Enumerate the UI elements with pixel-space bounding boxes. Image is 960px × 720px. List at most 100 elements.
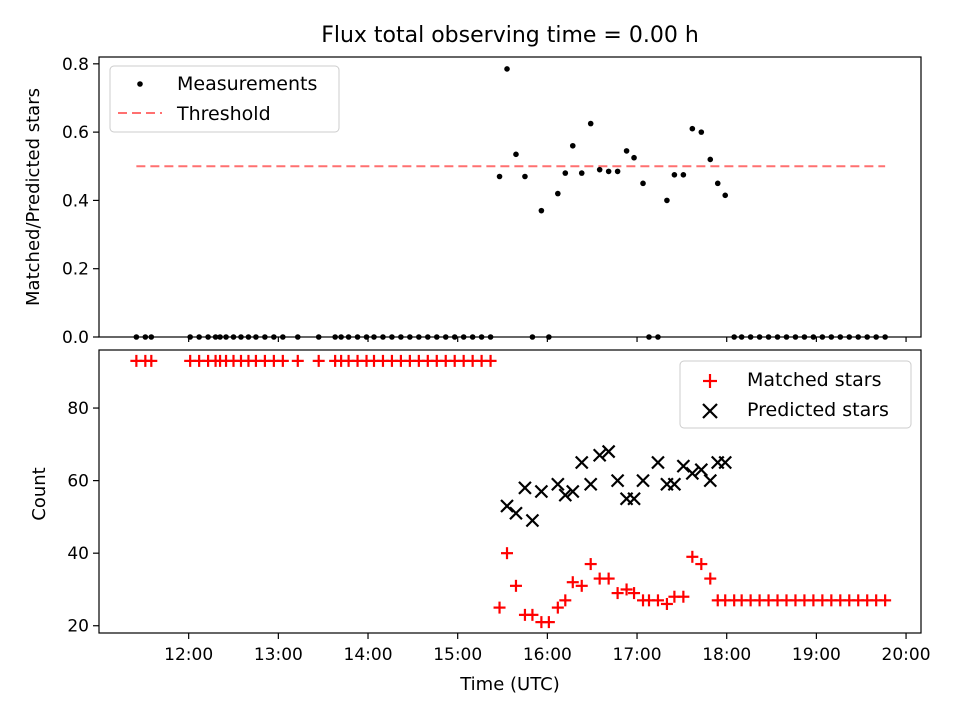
predicted-star-point [518,481,532,495]
matched-stars-group [130,354,892,629]
predicted-star-point [592,448,607,462]
measurement-point [148,334,155,340]
measurement-point [433,334,440,340]
top-y-tick-label: 0.8 [62,55,89,75]
measurement-point [332,334,338,340]
matched-star-point [501,547,514,560]
measurement-point [783,334,790,340]
x-tick-label: 20:00 [882,645,931,665]
measurement-point [578,170,585,176]
measurement-point [671,172,678,178]
measurement-point [253,334,259,340]
predicted-star-point [601,444,616,459]
predicted-star-point [565,484,580,499]
bottom-y-axis: 20 40 60 80 [67,399,99,637]
bottom-y-axis-label: Count [29,467,50,520]
top-y-tick-label: 0.0 [62,328,89,348]
bottom-legend-box [679,360,912,429]
measurement-point [487,334,494,340]
x-tick-label: 14:00 [344,645,393,665]
measurement-point [698,129,705,135]
measurement-point [217,334,223,340]
matched-star-point [484,354,497,367]
measurement-point [142,334,149,340]
measurement-point [469,334,476,340]
measurement-point [230,334,237,340]
measurement-point [478,334,485,340]
bottom-y-tick-label: 60 [67,472,89,492]
measurement-point [731,334,737,340]
measurement-point [245,334,252,340]
measurement-point [689,125,696,132]
matched-star-point [145,354,158,367]
predicted-star-point [551,477,565,492]
measurement-point [596,166,603,173]
top-panel: 0.00.20.40.60.8 Matched/Predicted stars … [23,55,922,348]
measurement-point [205,334,211,340]
x-axis-label: Time (UTC) [459,674,560,695]
measurement-point [756,334,763,340]
bottom-x-axis: 12:00 13:00 14:00 15:00 16:00 17:00 18:00 19:00… [164,633,931,665]
legend-measurements-label: Measurements [177,73,317,95]
matched-star-point [628,587,641,600]
measurement-point [614,168,621,175]
top-plot-frame [98,56,922,338]
measurement-point [294,334,301,340]
matched-star-point [879,594,892,607]
matched-star-point [695,558,708,571]
measurement-point [187,334,193,340]
measurement-point [389,334,395,340]
legend-matched-marker [703,374,717,388]
predicted-star-point [610,473,625,488]
measurement-point [562,170,569,176]
measurement-point [522,173,528,180]
measurement-point [460,334,467,340]
measurement-point [640,180,646,187]
measurement-point [133,334,140,340]
matched-star-point [526,608,539,621]
matched-star-point [291,354,304,367]
top-y-tick-label: 0.4 [62,191,89,211]
measurement-point [631,154,637,161]
measurement-point [655,334,661,340]
measurement-point [262,334,268,340]
measurement-point [238,334,244,340]
bottom-legend: Matched stars Predicted stars [679,360,912,429]
measurements-group [133,66,888,340]
measurement-point [363,334,370,340]
measurement-point [513,151,519,158]
matched-star-point [602,572,615,585]
measurement-point [569,142,576,149]
matched-star-point [312,354,325,367]
measurement-point [496,173,503,180]
legend-predicted-label: Predicted stars [747,399,889,421]
top-y-tick-label: 0.6 [62,123,89,143]
measurement-point [380,334,386,340]
predicted-star-point [627,491,641,506]
chart-title: Flux total observing time = 0.00 h [321,23,699,48]
measurement-point [398,334,404,340]
measurement-point [792,334,799,340]
predicted-star-point [636,473,650,488]
predicted-star-point [525,513,540,528]
measurement-point [846,334,853,340]
top-y-axis: 0.0 0.2 0.4 0.6 0.8 [62,55,99,348]
measurement-point [371,334,377,340]
measurement-point [345,334,352,340]
measurement-point [774,334,781,340]
measurement-point [442,334,449,340]
predicted-star-point [685,466,700,481]
matched-star-point [551,601,564,614]
x-tick-label: 17:00 [613,645,662,665]
predicted-star-point [651,455,665,470]
measurement-point [407,334,413,340]
measurement-point [747,334,754,340]
matched-star-point [651,594,664,607]
measurement-point [538,207,545,214]
top-legend: Measurements Threshold [109,65,340,133]
predicted-star-point [534,484,549,499]
matched-star-point [509,579,522,592]
measurement-point [707,156,714,163]
measurement-point [212,334,219,340]
predicted-star-point [558,488,573,502]
